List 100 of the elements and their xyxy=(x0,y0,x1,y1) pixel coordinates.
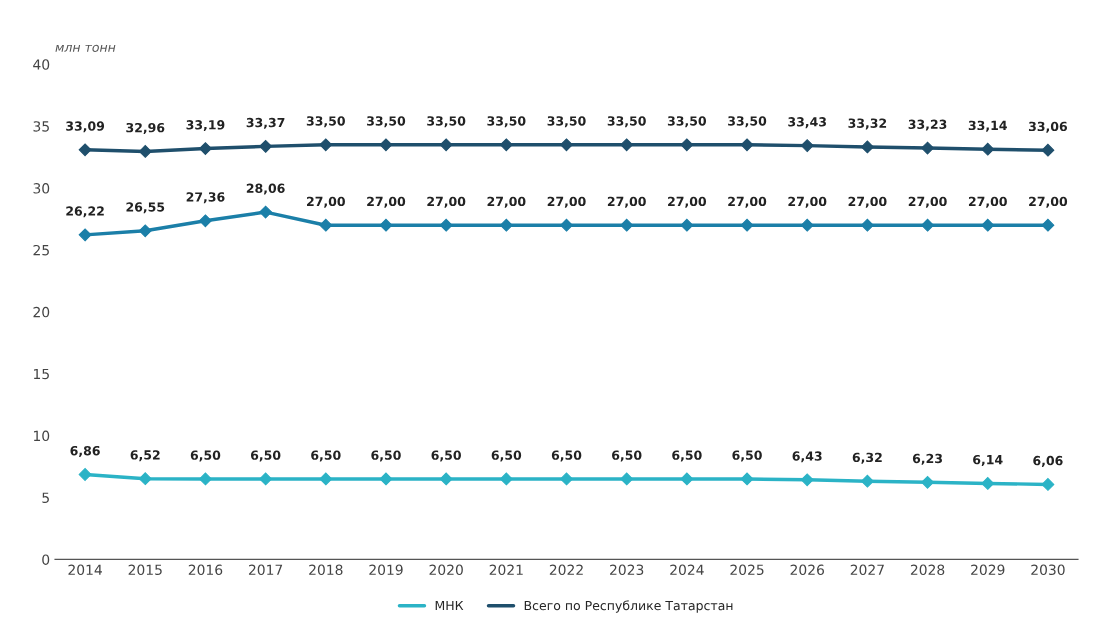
point xyxy=(379,472,393,486)
data-label: 6,50 xyxy=(431,450,461,462)
point xyxy=(199,142,212,156)
point xyxy=(981,218,995,232)
point xyxy=(319,138,333,152)
point xyxy=(560,472,573,486)
point xyxy=(1041,477,1055,491)
point xyxy=(800,139,814,153)
data-label: 6,52 xyxy=(130,450,160,462)
data-label: 6,43 xyxy=(792,451,822,463)
data-label: 33,50 xyxy=(728,116,767,128)
data-label: 6,50 xyxy=(190,450,221,462)
data-label: 6,50 xyxy=(311,450,341,462)
point xyxy=(680,138,694,152)
point xyxy=(439,138,453,152)
point xyxy=(560,138,573,152)
x-tick-label: 2025 xyxy=(730,564,764,576)
data-label: 33,50 xyxy=(487,116,526,128)
point xyxy=(499,472,513,486)
point xyxy=(379,138,393,152)
y-tick-label: 40 xyxy=(33,59,50,70)
x-tick-label: 2017 xyxy=(248,564,283,576)
data-label: 6,23 xyxy=(912,453,942,465)
data-label: 26,22 xyxy=(66,206,104,218)
point xyxy=(499,218,513,232)
point xyxy=(259,205,273,219)
point xyxy=(981,142,995,156)
point xyxy=(259,139,273,153)
point xyxy=(319,218,333,232)
point xyxy=(1041,143,1055,157)
y-tick-label: 0 xyxy=(42,554,50,565)
data-label: 33,14 xyxy=(968,120,1007,132)
point xyxy=(740,218,754,232)
point xyxy=(680,218,694,232)
data-label: 27,00 xyxy=(307,196,345,208)
data-label: 6,50 xyxy=(491,450,522,462)
data-label: 33,50 xyxy=(367,116,406,128)
point xyxy=(860,474,874,488)
data-label: 6,32 xyxy=(852,452,882,464)
point xyxy=(800,473,814,487)
data-label: 6,50 xyxy=(371,450,401,462)
data-label: 27,00 xyxy=(848,196,887,208)
point xyxy=(740,472,754,486)
data-label: 6,50 xyxy=(612,450,642,462)
x-tick-label: 2029 xyxy=(971,564,1005,576)
point xyxy=(78,143,92,157)
legend-label: Всего по Республике Татарстан xyxy=(524,600,733,613)
y-tick-label: 15 xyxy=(33,368,49,380)
point xyxy=(860,218,874,232)
point xyxy=(439,218,453,232)
data-label: 6,14 xyxy=(973,454,1003,466)
point xyxy=(740,138,754,152)
point xyxy=(138,472,152,486)
y-tick-label: 10 xyxy=(33,430,50,442)
point xyxy=(78,228,92,242)
data-label: 6,50 xyxy=(551,450,582,462)
data-label: 33,43 xyxy=(788,117,826,129)
data-label: 33,50 xyxy=(607,116,646,128)
x-tick-label: 2022 xyxy=(549,564,583,576)
x-tick-label: 2019 xyxy=(369,564,403,576)
data-label: 33,19 xyxy=(186,120,225,132)
point xyxy=(78,468,92,481)
x-tick-label: 2015 xyxy=(128,564,162,576)
point xyxy=(620,138,634,152)
data-label: 6,50 xyxy=(250,450,281,462)
point xyxy=(379,218,393,232)
x-tick-label: 2021 xyxy=(489,564,523,576)
point xyxy=(921,218,934,232)
data-label: 27,00 xyxy=(427,196,466,208)
y-tick-label: 35 xyxy=(33,121,49,132)
point xyxy=(499,138,513,152)
data-label: 27,00 xyxy=(1029,196,1068,208)
x-tick-label: 2024 xyxy=(670,564,704,576)
point xyxy=(921,475,934,489)
point xyxy=(199,214,212,228)
y-axis-title: млн тонн xyxy=(55,44,116,52)
y-tick-label: 30 xyxy=(33,183,50,194)
data-label: 6,50 xyxy=(732,450,762,462)
data-label: 27,00 xyxy=(968,196,1007,208)
x-tick-label: 2026 xyxy=(790,564,824,576)
x-tick-label: 2020 xyxy=(429,564,463,576)
data-label: 33,09 xyxy=(66,121,105,133)
point xyxy=(620,472,634,486)
data-label: 6,50 xyxy=(672,450,702,462)
y-tick-label: 25 xyxy=(33,244,49,256)
x-tick-label: 2030 xyxy=(1031,564,1065,576)
data-label: 27,00 xyxy=(788,196,827,208)
x-tick-label: 2027 xyxy=(850,564,884,576)
data-label: 27,00 xyxy=(728,196,767,208)
x-tick-label: 2018 xyxy=(309,564,343,576)
data-label: 27,00 xyxy=(487,196,526,208)
data-label: 33,32 xyxy=(848,118,887,130)
point xyxy=(800,218,814,232)
data-label: 27,00 xyxy=(547,196,586,208)
point xyxy=(860,140,874,154)
data-label: 33,50 xyxy=(427,116,466,128)
x-tick-label: 2028 xyxy=(910,564,945,576)
data-label: 27,00 xyxy=(668,196,707,208)
point xyxy=(138,224,152,238)
point xyxy=(921,141,934,155)
